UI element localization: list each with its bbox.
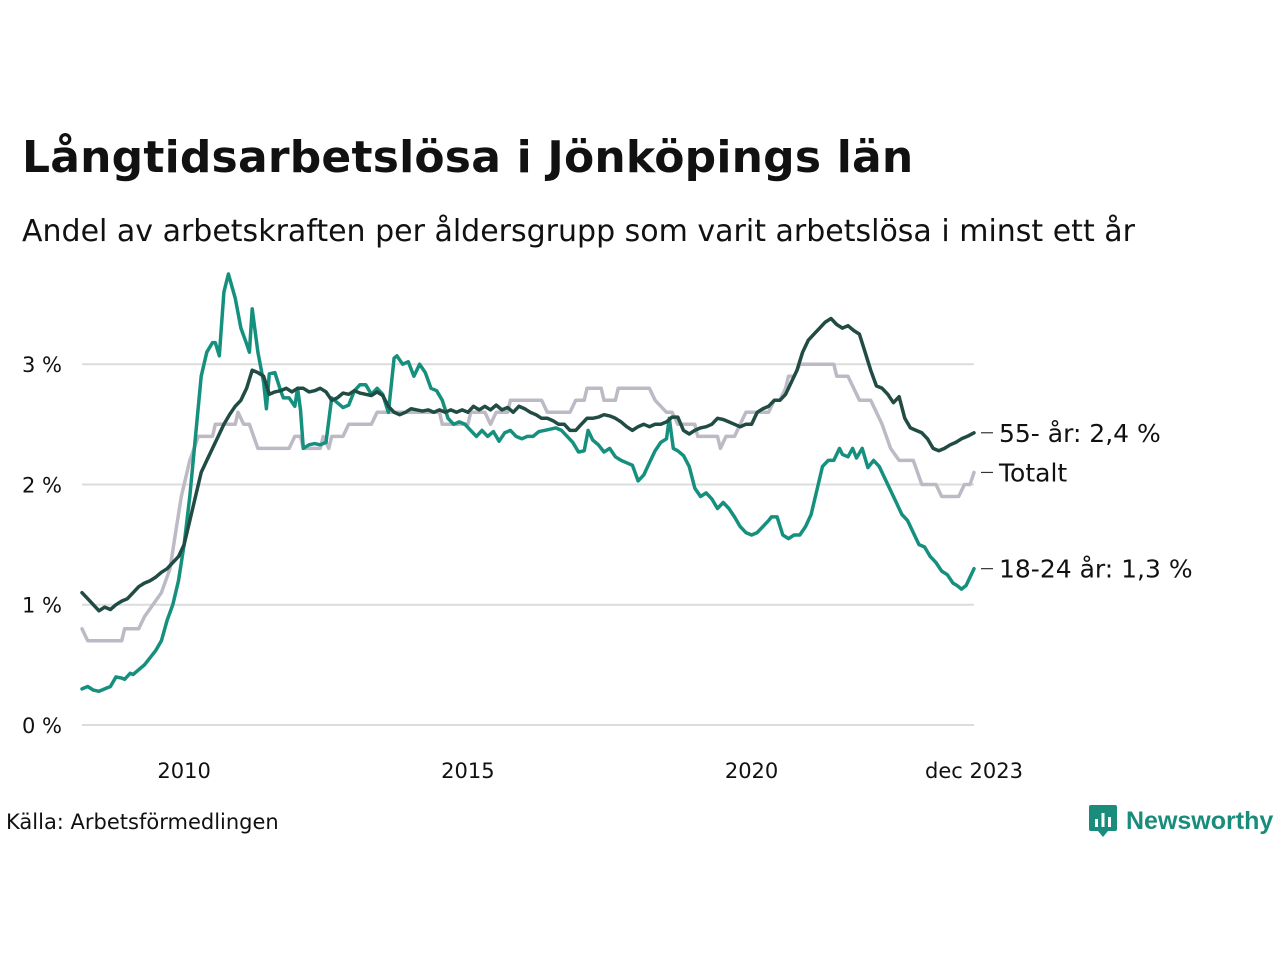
brand-logo: Newsworthy bbox=[1088, 804, 1273, 838]
source-note: Källa: Arbetsförmedlingen bbox=[6, 810, 279, 834]
chart-title: Långtidsarbetslösa i Jönköpings län bbox=[22, 132, 914, 183]
y-tick-label: 2 % bbox=[22, 473, 62, 497]
newsworthy-logo-icon bbox=[1089, 805, 1117, 837]
series-end-label: Totalt bbox=[998, 458, 1067, 487]
series-group bbox=[80, 272, 976, 694]
series-line-2 bbox=[80, 316, 976, 613]
y-tick-label: 3 % bbox=[22, 353, 62, 377]
series-line-1 bbox=[80, 272, 976, 694]
y-tick-label: 0 % bbox=[22, 714, 62, 738]
series-line-0 bbox=[80, 362, 976, 643]
x-tick-label: 2010 bbox=[157, 759, 210, 783]
end-labels: 55- år: 2,4 % Totalt 18-24 år: 1,3 % bbox=[981, 419, 1193, 584]
chart-subtitle: Andel av arbetskraften per åldersgrupp s… bbox=[22, 214, 1135, 249]
y-axis: 0 % 1 % 2 % 3 % bbox=[22, 353, 62, 738]
series-end-label: 18-24 år: 1,3 % bbox=[999, 555, 1193, 584]
x-tick-label: 2015 bbox=[441, 759, 494, 783]
brand-name: Newsworthy bbox=[1126, 806, 1274, 835]
x-tick-label: dec 2023 bbox=[925, 759, 1023, 783]
y-tick-label: 1 % bbox=[22, 594, 62, 618]
x-axis: 2010 2015 2020 dec 2023 bbox=[157, 759, 1023, 783]
series-end-label: 55- år: 2,4 % bbox=[999, 419, 1161, 448]
grid-lines bbox=[82, 363, 974, 726]
x-tick-label: 2020 bbox=[725, 759, 778, 783]
